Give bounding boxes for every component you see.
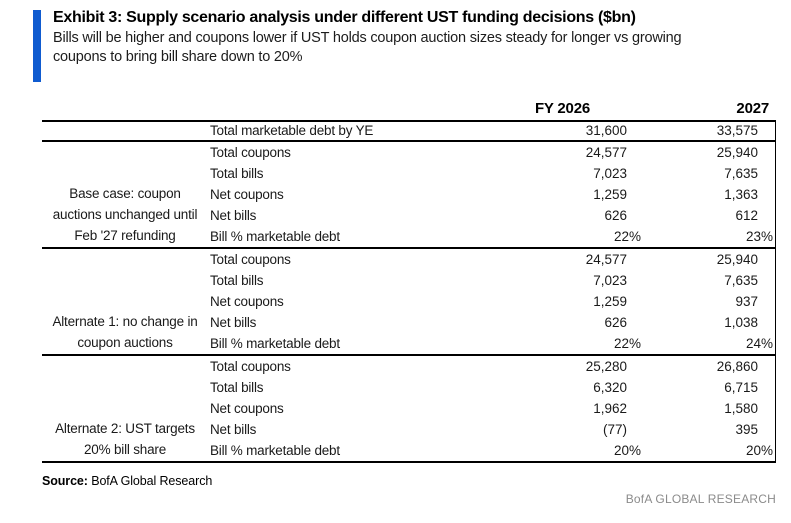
metric-label: Total bills bbox=[210, 380, 264, 395]
value-fy2026: 31,600 bbox=[585, 123, 627, 138]
bofa-global-research-watermark: BofA GLOBAL RESEARCH bbox=[625, 492, 776, 506]
value-2027: 937 bbox=[735, 294, 758, 309]
value-fy2026: 1,962 bbox=[593, 401, 627, 416]
source-label: Source: bbox=[42, 474, 88, 488]
total-row-spacer bbox=[42, 122, 208, 140]
exhibit-subtitle-line1: Bills will be higher and coupons lower i… bbox=[53, 30, 682, 46]
metric-label: Bill % marketable debt bbox=[210, 443, 340, 458]
metric-label: Total coupons bbox=[210, 359, 291, 374]
metric-label: Net coupons bbox=[210, 294, 284, 309]
scenario-label-line: coupon auctions bbox=[77, 335, 173, 350]
metric-label: Net bills bbox=[210, 315, 257, 330]
table-body: Total marketable debt by YE 31,600 33,57… bbox=[42, 120, 776, 463]
value-2027: 7,635 bbox=[724, 273, 758, 288]
exhibit-subtitle-line2: coupons to bring bill share down to 20% bbox=[53, 49, 303, 65]
value-fy2026: 22% bbox=[613, 229, 641, 244]
metric-label: Net bills bbox=[210, 208, 257, 223]
scenario-label-line: Alternate 1: no change in bbox=[52, 314, 198, 329]
exhibit-header: Exhibit 3: Supply scenario analysis unde… bbox=[53, 7, 773, 67]
value-2027: 612 bbox=[735, 208, 758, 223]
exhibit-accent-bar bbox=[33, 10, 41, 82]
scenario-label-line: Alternate 2: UST targets bbox=[55, 421, 195, 436]
col-header-2027: 2027 bbox=[736, 100, 769, 117]
scenario-label-line: auctions unchanged until bbox=[52, 207, 198, 222]
value-2027: 26,860 bbox=[716, 359, 758, 374]
metric-label: Net coupons bbox=[210, 187, 284, 202]
value-fy2026: 1,259 bbox=[593, 187, 627, 202]
value-fy2026: 20% bbox=[613, 443, 641, 458]
value-fy2026: 626 bbox=[604, 208, 627, 223]
scenario-label: Alternate 2: UST targets 20% bill share bbox=[42, 356, 208, 461]
metric-label: Bill % marketable debt bbox=[210, 229, 340, 244]
value-2027: 7,635 bbox=[724, 166, 758, 181]
exhibit-title: Exhibit 3: Supply scenario analysis unde… bbox=[53, 9, 636, 26]
source-text: BofA Global Research bbox=[87, 474, 213, 488]
section-alternate-2: Alternate 2: UST targets 20% bill share … bbox=[42, 356, 775, 461]
table-row-total-debt: Total marketable debt by YE 31,600 33,57… bbox=[42, 122, 775, 142]
supply-scenario-table: FY 2026 2027 Total marketable debt by YE… bbox=[42, 96, 776, 463]
metric-label: Total bills bbox=[210, 166, 264, 181]
value-fy2026: 22% bbox=[613, 336, 641, 351]
value-2027: 25,940 bbox=[716, 145, 758, 160]
scenario-label-line: Base case: coupon bbox=[69, 186, 181, 201]
metric-label: Net bills bbox=[210, 422, 257, 437]
value-fy2026: 24,577 bbox=[585, 252, 627, 267]
source-note: Source: BofA Global Research bbox=[42, 474, 212, 488]
section-base-case: Base case: coupon auctions unchanged unt… bbox=[42, 142, 775, 249]
value-fy2026: 1,259 bbox=[593, 294, 627, 309]
value-2027: 20% bbox=[745, 443, 773, 458]
value-2027: 6,715 bbox=[724, 380, 758, 395]
metric-label: Net coupons bbox=[210, 401, 284, 416]
value-2027: 23% bbox=[745, 229, 773, 244]
value-2027: 1,038 bbox=[724, 315, 758, 330]
table-header-row: FY 2026 2027 bbox=[42, 96, 776, 120]
value-2027: 1,363 bbox=[724, 187, 758, 202]
value-fy2026: 7,023 bbox=[593, 166, 627, 181]
scenario-label: Base case: coupon auctions unchanged unt… bbox=[42, 142, 208, 247]
scenario-label-line: 20% bill share bbox=[84, 442, 166, 457]
value-2027: 395 bbox=[735, 422, 758, 437]
value-2027: 25,940 bbox=[716, 252, 758, 267]
metric-label: Bill % marketable debt bbox=[210, 336, 340, 351]
value-fy2026: 25,280 bbox=[585, 359, 627, 374]
value-fy2026: 7,023 bbox=[593, 273, 627, 288]
col-header-fy2026: FY 2026 bbox=[534, 100, 590, 117]
value-fy2026: 626 bbox=[604, 315, 627, 330]
value-2027: 1,580 bbox=[724, 401, 758, 416]
metric-label: Total bills bbox=[210, 273, 264, 288]
value-2027: 33,575 bbox=[716, 123, 758, 138]
metric-label: Total coupons bbox=[210, 252, 291, 267]
metric-label: Total marketable debt by YE bbox=[210, 123, 374, 138]
value-2027: 24% bbox=[745, 336, 773, 351]
value-fy2026: 6,320 bbox=[593, 380, 627, 395]
value-fy2026: (77) bbox=[602, 422, 627, 437]
metric-label: Total coupons bbox=[210, 145, 291, 160]
scenario-label: Alternate 1: no change in coupon auction… bbox=[42, 249, 208, 354]
scenario-label-line: Feb '27 refunding bbox=[74, 228, 176, 243]
value-fy2026: 24,577 bbox=[585, 145, 627, 160]
section-alternate-1: Alternate 1: no change in coupon auction… bbox=[42, 249, 775, 356]
